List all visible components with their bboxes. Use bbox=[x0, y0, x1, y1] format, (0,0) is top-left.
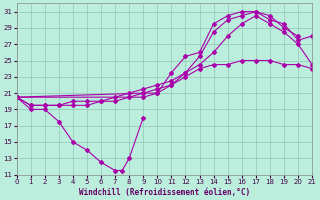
X-axis label: Windchill (Refroidissement éolien,°C): Windchill (Refroidissement éolien,°C) bbox=[79, 188, 250, 197]
